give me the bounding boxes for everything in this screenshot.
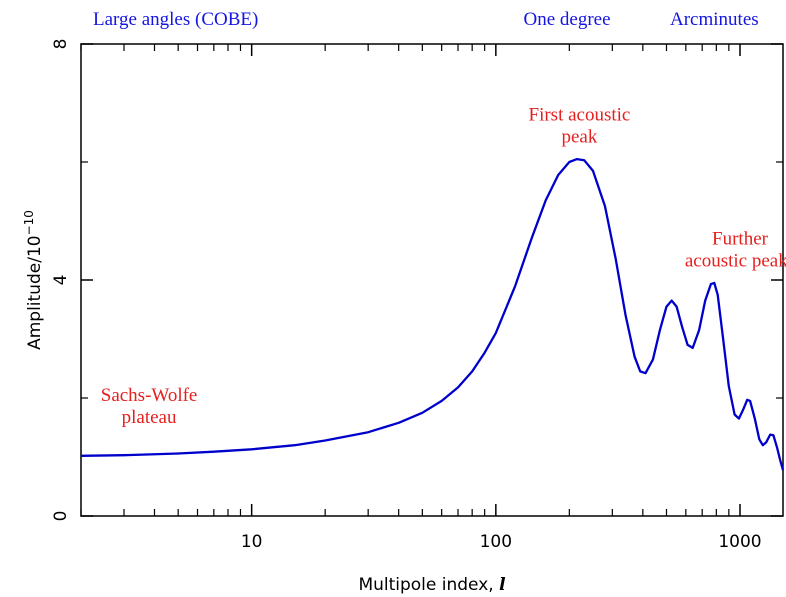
scale-label: Arcminutes: [670, 9, 759, 30]
annotation: Sachs-Wolfe plateau: [101, 385, 198, 428]
angular-scale-labels: Large angles (COBE) One degree Arcminutes: [93, 9, 759, 30]
annotation-line: plateau: [122, 407, 177, 428]
annotation: First acoustic peak: [529, 105, 631, 148]
x-tick-label: 1000: [718, 532, 761, 552]
x-axis-title: Multipole index, l: [358, 575, 506, 595]
annotation: Further acoustic peaks: [685, 229, 786, 272]
x-tick-label: 100: [480, 532, 512, 552]
annotation-line: First acoustic: [529, 105, 631, 126]
y-axis-title: Amplitude/10−10: [22, 210, 45, 350]
annotation-line: Further: [712, 229, 769, 250]
series-layer: [80, 157, 785, 471]
annotation-line: Sachs-Wolfe: [101, 385, 198, 406]
y-tick-label: 8: [51, 39, 71, 50]
x-axis-ticks: 10 100 1000: [80, 44, 762, 552]
series-line: [80, 157, 785, 471]
annotations-layer: First acoustic peak Further acoustic peaks S…: [101, 105, 786, 428]
annotation-line: peak: [562, 127, 598, 148]
scale-label: One degree: [523, 9, 610, 30]
x-axis-symbol: l: [499, 575, 506, 595]
annotation-line: acoustic peaks: [685, 251, 786, 272]
y-axis-exponent: −10: [22, 210, 36, 235]
x-tick-label: 10: [241, 532, 263, 552]
plot-frame: [80, 43, 784, 517]
y-tick-label: 4: [51, 275, 71, 286]
scale-label: Large angles (COBE): [93, 9, 258, 30]
y-tick-label: 0: [51, 511, 71, 522]
plot-area-border: [80, 43, 784, 517]
y-axis-ticks: 0 4 8: [51, 39, 783, 522]
